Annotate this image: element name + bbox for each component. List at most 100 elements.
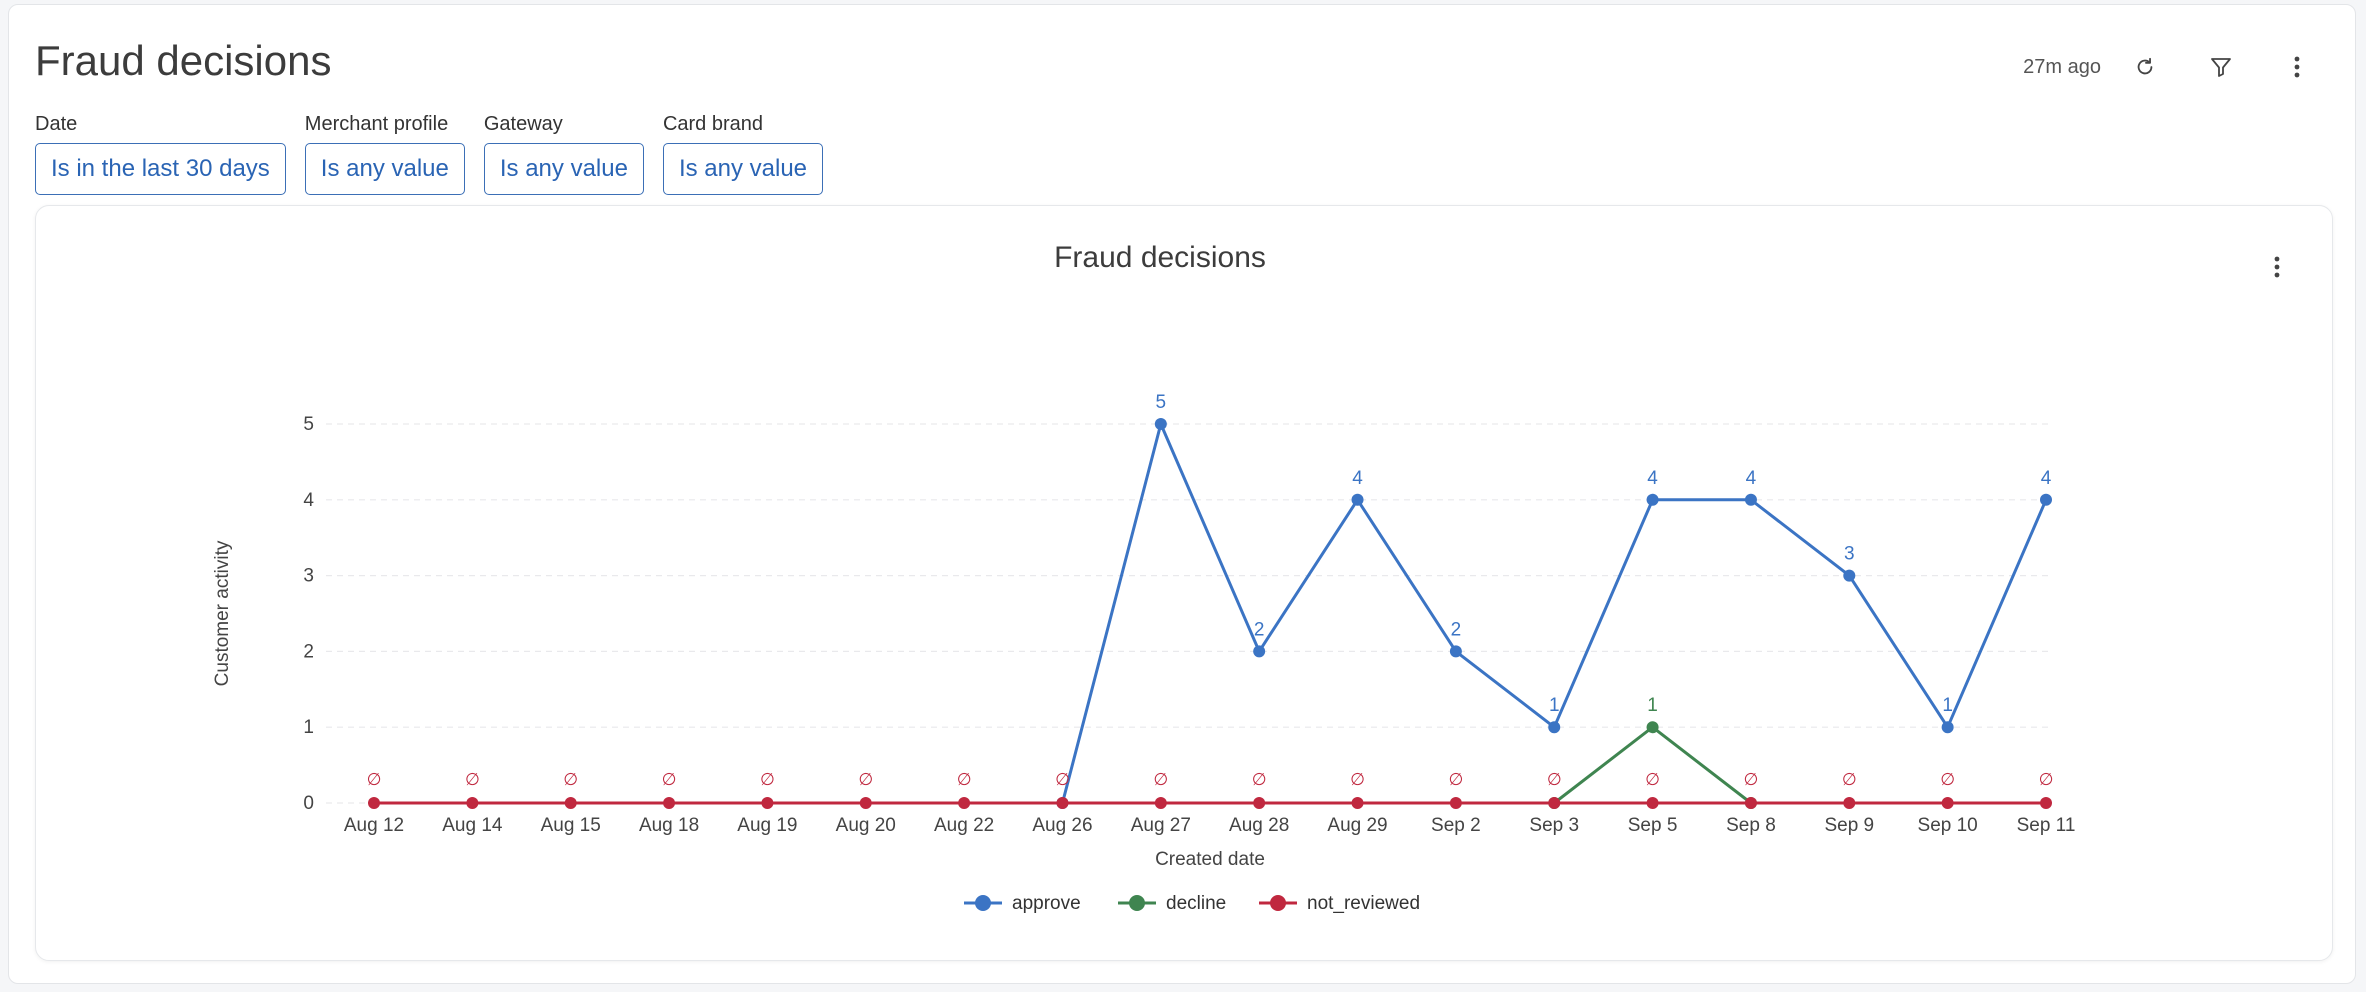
- x-tick-label: Sep 3: [1529, 815, 1579, 836]
- x-tick-label: Aug 14: [442, 815, 503, 836]
- chart-card: Fraud decisions 0 1 2 3 4 5 Customer activity Au…: [35, 205, 2333, 961]
- null-marker: ∅: [1940, 770, 1955, 789]
- x-tick-label: Sep 9: [1824, 815, 1874, 836]
- null-marker: ∅: [367, 770, 382, 789]
- data-point-not_reviewed: [1941, 797, 1954, 809]
- x-tick-label: Sep 11: [2017, 815, 2076, 836]
- legend-label: decline: [1166, 893, 1226, 914]
- last-updated-text: 27m ago: [2023, 55, 2101, 78]
- data-point-not_reviewed: [761, 797, 774, 809]
- data-label: 1: [1942, 695, 1953, 716]
- x-tick-label: Aug 28: [1229, 815, 1289, 836]
- x-tick-label: Aug 19: [737, 815, 797, 836]
- null-marker: ∅: [1252, 770, 1267, 789]
- x-tick-label: Aug 29: [1327, 815, 1387, 836]
- null-marker: ∅: [957, 770, 972, 789]
- null-marker: ∅: [1055, 770, 1070, 789]
- y-axis-label: Customer activity: [212, 540, 233, 686]
- data-label: 2: [1254, 619, 1265, 640]
- filter-icon[interactable]: [2201, 47, 2241, 87]
- null-marker: ∅: [1350, 770, 1365, 789]
- data-point-not_reviewed: [1351, 797, 1364, 809]
- x-tick-label: Aug 26: [1032, 815, 1092, 836]
- null-marker: ∅: [662, 770, 677, 789]
- chart-title: Fraud decisions: [1054, 241, 1266, 274]
- null-marker: ∅: [760, 770, 775, 789]
- data-point-approve: [1449, 645, 1462, 658]
- filter-label: Date: [35, 113, 78, 135]
- x-axis-label: Created date: [1155, 849, 1265, 870]
- filter-gateway: Gateway Is any value: [483, 109, 644, 195]
- null-marker: ∅: [563, 770, 578, 789]
- filter-gateway-button[interactable]: Is any value: [483, 143, 644, 195]
- data-point-not_reviewed: [958, 797, 971, 809]
- data-point-approve: [1941, 721, 1954, 734]
- legend-label: not_reviewed: [1307, 893, 1420, 914]
- filter-date-button[interactable]: Is in the last 30 days: [35, 143, 286, 195]
- y-tick-label: 0: [303, 793, 314, 814]
- x-tick-label: Aug 27: [1131, 815, 1191, 836]
- filter-label: Gateway: [483, 113, 563, 135]
- page-title: Fraud decisions: [35, 37, 332, 84]
- data-point-decline: [1646, 721, 1659, 734]
- null-marker: ∅: [1842, 770, 1857, 789]
- data-point-approve: [1154, 418, 1167, 430]
- data-point-not_reviewed: [1646, 797, 1659, 809]
- data-point-approve: [1843, 569, 1856, 582]
- data-label: 5: [1156, 392, 1167, 413]
- data-point-approve: [1548, 721, 1561, 734]
- legend-swatch-dot: [1270, 895, 1286, 911]
- y-tick-label: 5: [303, 414, 314, 435]
- data-point-not_reviewed: [1154, 797, 1167, 809]
- data-point-approve: [2040, 493, 2052, 506]
- data-point-not_reviewed: [1843, 797, 1856, 809]
- y-tick-label: 4: [303, 490, 314, 511]
- null-marker: ∅: [1153, 770, 1168, 789]
- data-label: 4: [1352, 468, 1363, 489]
- x-tick-label: Sep 5: [1628, 815, 1678, 836]
- filter-merchant-profile-button[interactable]: Is any value: [304, 143, 465, 195]
- data-point-approve: [1744, 493, 1757, 506]
- null-marker: ∅: [2039, 770, 2054, 789]
- chart-more-icon[interactable]: [2262, 252, 2292, 282]
- data-point-not_reviewed: [1253, 797, 1266, 809]
- dashboard-tile: Fraud decisions 27m ago Date Is in the l…: [8, 4, 2356, 984]
- x-tick-label: Aug 15: [541, 815, 601, 836]
- null-marker: ∅: [858, 770, 873, 789]
- data-point-not_reviewed: [466, 797, 479, 809]
- null-marker: ∅: [1547, 770, 1562, 789]
- null-marker: ∅: [1645, 770, 1660, 789]
- x-tick-label: Sep 2: [1431, 815, 1481, 836]
- data-point-not_reviewed: [1548, 797, 1561, 809]
- data-point-approve: [1253, 645, 1266, 658]
- x-tick-label: Sep 8: [1726, 815, 1776, 836]
- null-marker: ∅: [1448, 770, 1463, 789]
- data-point-approve: [1646, 493, 1659, 506]
- x-tick-label: Aug 20: [836, 815, 896, 836]
- filter-card-brand: Card brand Is any value: [662, 109, 824, 195]
- y-tick-label: 1: [303, 717, 314, 738]
- data-label: 2: [1451, 619, 1462, 640]
- x-tick-label: Sep 10: [1918, 815, 1978, 836]
- data-label: 3: [1844, 544, 1855, 565]
- data-point-not_reviewed: [859, 797, 872, 809]
- x-tick-label: Aug 12: [344, 815, 404, 836]
- filter-card-brand-button[interactable]: Is any value: [662, 143, 824, 195]
- filter-label: Merchant profile: [304, 113, 449, 135]
- filter-label: Card brand: [662, 113, 764, 135]
- null-marker: ∅: [1744, 770, 1759, 789]
- data-label: 4: [1647, 468, 1658, 489]
- y-tick-label: 3: [303, 566, 314, 587]
- filter-date: Date Is in the last 30 days: [35, 109, 286, 195]
- x-tick-label: Aug 22: [934, 815, 994, 836]
- legend-label: approve: [1012, 893, 1081, 914]
- more-vertical-icon[interactable]: [2277, 47, 2317, 87]
- refresh-icon[interactable]: [2125, 47, 2165, 87]
- data-point-not_reviewed: [1744, 797, 1757, 809]
- data-point-not_reviewed: [564, 797, 577, 809]
- legend-swatch-dot: [975, 895, 991, 911]
- filter-merchant-profile: Merchant profile Is any value: [304, 109, 465, 195]
- data-point-not_reviewed: [1449, 797, 1462, 809]
- series-line-approve: [1061, 422, 2048, 804]
- filter-bar: Date Is in the last 30 days Merchant pro…: [35, 109, 842, 195]
